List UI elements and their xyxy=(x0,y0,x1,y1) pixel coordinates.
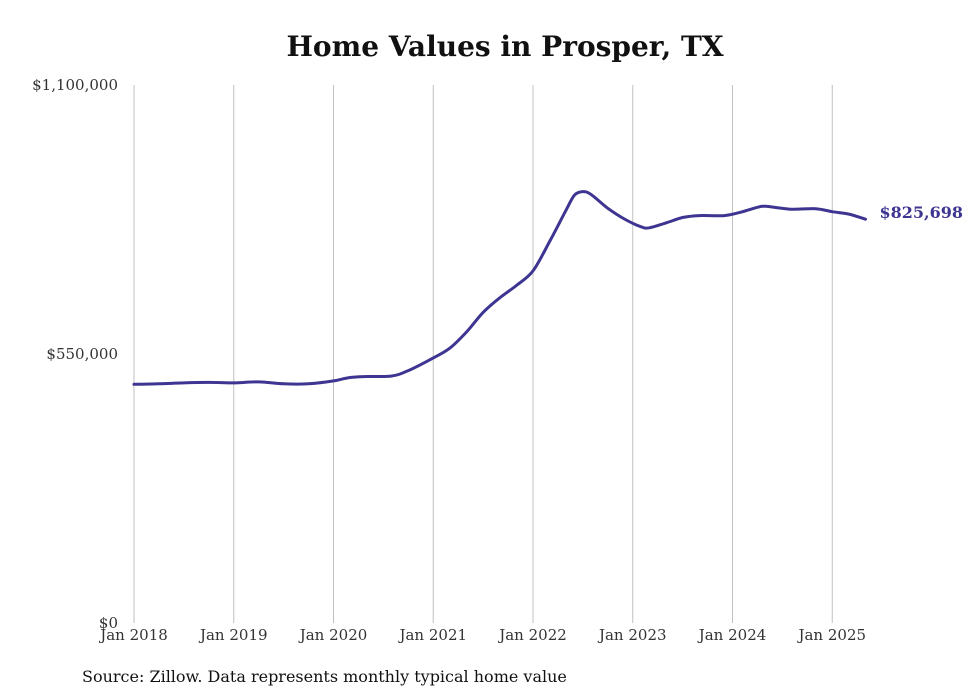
y-tick-label: $0 xyxy=(99,614,118,632)
source-note: Source: Zillow. Data represents monthly … xyxy=(82,667,567,686)
end-value-label: $825,698 xyxy=(880,203,964,222)
x-tick-label: Jan 2024 xyxy=(697,626,767,644)
grid-lines xyxy=(133,85,833,623)
x-tick-label: Jan 2022 xyxy=(497,626,567,644)
x-tick-label: Jan 2018 xyxy=(98,626,168,644)
y-tick-label: $550,000 xyxy=(46,345,118,363)
x-tick-label: Jan 2020 xyxy=(298,626,368,644)
x-tick-label: Jan 2023 xyxy=(597,626,667,644)
x-axis-tick-labels: Jan 2018 Jan 2019 Jan 2020 Jan 2021 Jan 2022… xyxy=(98,626,866,644)
x-tick-label: Jan 2021 xyxy=(397,626,467,644)
x-tick-label: Jan 2019 xyxy=(198,626,268,644)
x-tick-label: Jan 2025 xyxy=(796,626,866,644)
series-layer xyxy=(132,190,867,386)
y-axis-tick-labels: $0 $550,000 $1,100,000 xyxy=(32,76,118,632)
y-tick-label: $1,100,000 xyxy=(32,76,118,94)
annotation-layer: $825,698 xyxy=(880,203,964,222)
chart-title: Home Values in Prosper, TX xyxy=(286,30,724,63)
home-value-line xyxy=(132,190,867,386)
